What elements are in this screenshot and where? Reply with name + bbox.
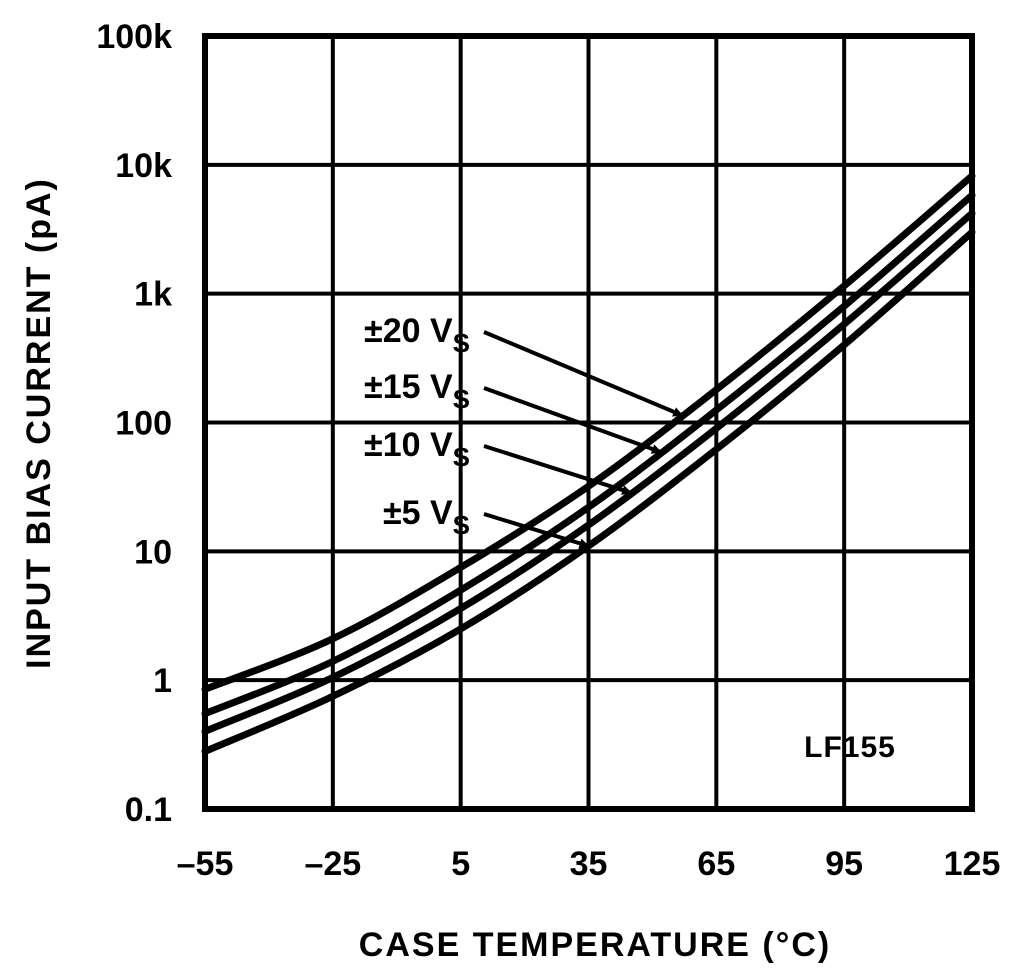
series-arrow-15-v	[483, 386, 662, 455]
series-line-10-v	[201, 209, 976, 735]
y-tick-label-1: 1	[153, 662, 172, 700]
series-line-20-v	[201, 172, 976, 693]
plot-frame	[202, 33, 975, 812]
y-tick-label-10: 10	[134, 533, 172, 571]
x-tick-label-95: 95	[825, 845, 863, 883]
series-label-15-v: ±15 VS	[364, 368, 470, 414]
series-line-15-v	[201, 191, 976, 718]
y-axis-title: INPUT BIAS CURRENT (pA)	[20, 177, 58, 669]
series-label-10-v: ±10 VS	[364, 426, 470, 472]
grid	[202, 33, 975, 812]
series-arrow-5-v	[483, 512, 590, 549]
x-tick-label-35: 35	[570, 845, 608, 883]
lf155-annotation: LF155	[804, 731, 896, 764]
series-arrows	[483, 330, 684, 549]
y-tick-label-100: 100	[115, 405, 172, 443]
x-tick-label-55: –55	[177, 845, 234, 883]
series-labels: ±20 VS ±15 VS ±10 VS ±5 VS	[364, 312, 470, 540]
y-tick-label-10k: 10k	[115, 147, 172, 185]
tick-labels: –55 –25 5 35 65 95 125 0.1 1 10 100 1k 10k 100k	[96, 18, 1000, 883]
x-axis-title: CASE TEMPERATURE (°C)	[359, 926, 831, 964]
x-tick-label-125: 125	[944, 845, 1001, 883]
y-tick-label-100k: 100k	[96, 18, 172, 56]
series-label-20-v: ±20 VS	[364, 312, 470, 358]
x-tick-label-25: –25	[304, 845, 361, 883]
series-label-5-v: ±5 VS	[383, 494, 470, 540]
x-tick-label-5: 5	[451, 845, 470, 883]
y-tick-label-1k: 1k	[134, 276, 172, 314]
series-arrow-10-v	[483, 444, 633, 495]
series-arrow-20-v	[483, 330, 684, 418]
y-tick-label-0-1: 0.1	[125, 791, 172, 829]
x-tick-label-65: 65	[697, 845, 735, 883]
